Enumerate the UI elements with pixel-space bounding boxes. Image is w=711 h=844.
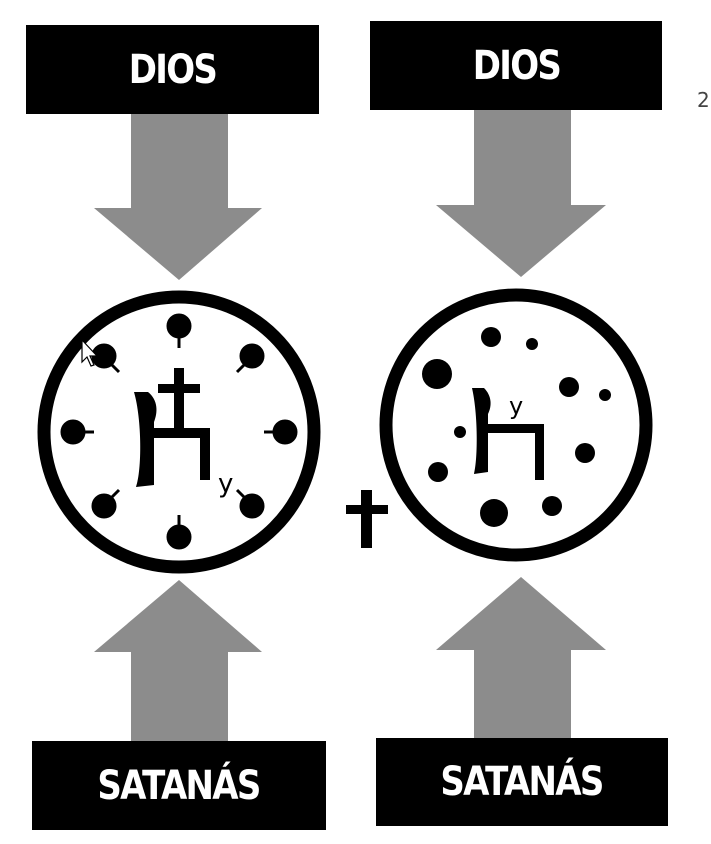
clock-marks: [60, 313, 298, 550]
arrow-up-left: [94, 580, 262, 742]
cross-icon: [174, 368, 184, 428]
label-box-dios-left: DIOS: [26, 25, 319, 114]
page-number: 2: [697, 88, 710, 112]
scattered-dots: [422, 327, 611, 527]
figure-glyph-right: [472, 388, 544, 480]
label-box-satanas-right: SATANÁS: [376, 738, 668, 826]
satanas-right-label: SATANÁS: [440, 759, 605, 805]
circle-right-sup-label: y: [509, 392, 523, 420]
separator-cross-icon: [346, 490, 388, 548]
arrow-down-right: [436, 110, 606, 277]
dios-left-label: DIOS: [128, 46, 218, 93]
dios-right-label: DIOS: [472, 42, 561, 89]
label-box-dios-right: DIOS: [370, 21, 662, 110]
arrow-up-right: [436, 577, 606, 739]
circle-left-sup-label: y: [218, 469, 233, 499]
label-box-satanas-left: SATANÁS: [32, 741, 326, 830]
arrow-down-left: [94, 114, 262, 280]
mouse-cursor-icon: [81, 338, 99, 367]
figure-glyph-left: [134, 392, 210, 487]
circle-right: [379, 288, 653, 562]
satanas-left-label: SATANÁS: [97, 762, 262, 809]
circle-left: [37, 290, 321, 574]
